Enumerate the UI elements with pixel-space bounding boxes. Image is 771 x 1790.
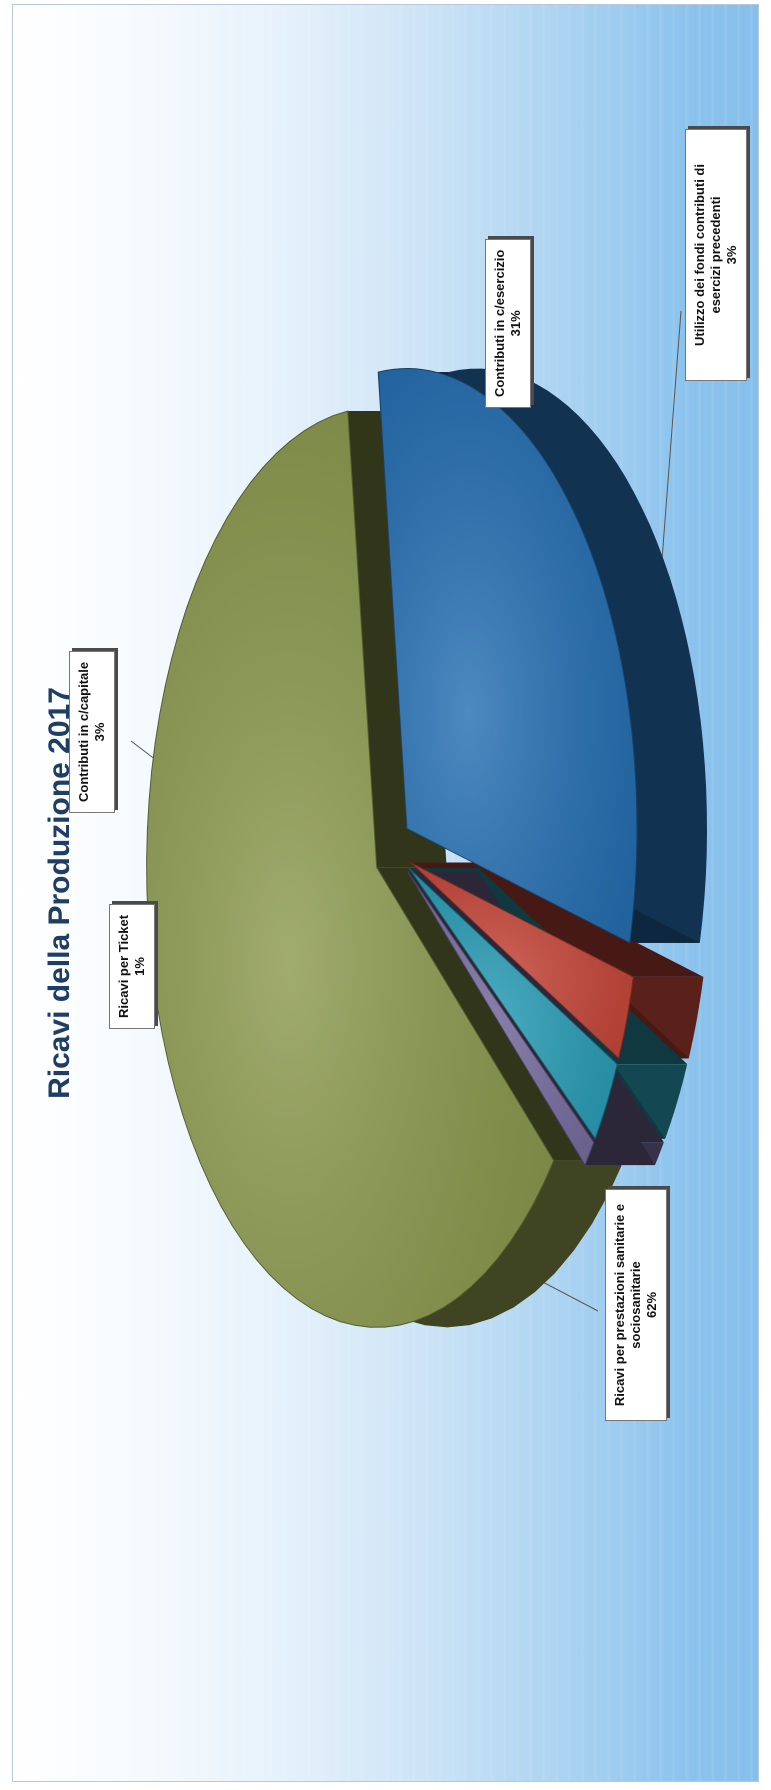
callout-utilizzo-fondi: Utilizzo dei fondi contributi di eserciz… [685,129,747,381]
slice-contributi-esercizio-shine [378,368,637,943]
callout-value: 3% [92,722,107,742]
slice-ricavi-ticket-shine [407,871,594,1166]
slice-ricavi-prestazioni-shine [146,411,554,1328]
callout-ricavi-prestazioni: Ricavi per prestazioni sanitarie e socio… [605,1189,667,1421]
slice-contributi-esercizio-side [378,368,707,943]
scan-frame: Ricavi della Produzione 2017 Ricavi per … [12,4,759,1782]
slice-utilizzo-fondi-shine [410,862,634,1059]
rotated-chart: Ricavi della Produzione 2017 Ricavi per … [13,5,758,1781]
callout-label: Contributi in c/capitale [76,661,91,802]
callout-label: Ricavi per Ticket [116,914,131,1018]
slice-ricavi-prestazioni-side [146,411,624,1328]
callout-label: Ricavi per prestazioni sanitarie e socio… [612,1203,643,1407]
pie-tops [146,367,638,1328]
callout-value: 3% [724,245,739,265]
callout-ricavi-ticket: Ricavi per Ticket 1% [109,903,155,1029]
callout-contributi-capitale: Contributi in c/capitale 3% [69,650,115,813]
callout-contributi-esercizio: Contributi in c/esercizio 31% [485,238,531,408]
callout-label: Utilizzo dei fondi contributi di eserciz… [692,164,723,346]
slice-contributi-capitale-shine [409,868,618,1139]
callout-value: 31% [508,310,523,337]
callout-label: Contributi in c/esercizio [492,249,507,397]
callout-value: 1% [132,957,147,976]
callout-value: 62% [644,1291,659,1319]
pie-chart [130,310,707,1328]
